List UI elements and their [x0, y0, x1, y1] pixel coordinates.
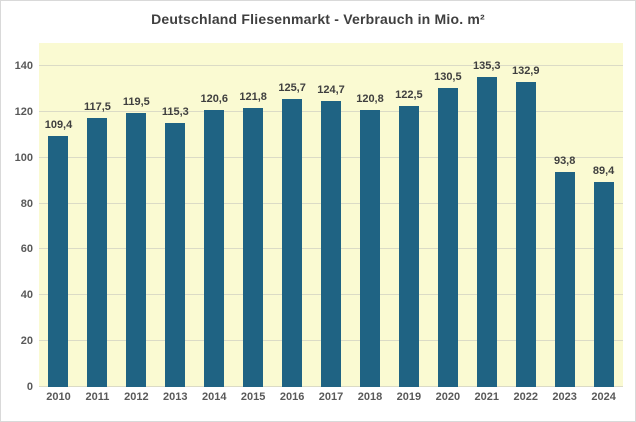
x-tick-label: 2017	[318, 391, 344, 403]
x-tick-label: 2014	[201, 391, 227, 403]
x-tick-label: 2018	[357, 391, 383, 403]
bar: 93,8	[554, 155, 575, 387]
bar-slot: 117,5	[78, 43, 117, 387]
x-axis: 2010 2011 2012 2013 2014 2015 2016 2017 2018 2019…	[39, 391, 623, 403]
bar-value-label: 93,8	[553, 154, 576, 167]
bar-slot: 115,3	[156, 43, 195, 387]
x-tick-label: 2013	[163, 391, 188, 403]
bar-slot: 89,4	[584, 43, 623, 387]
bar: 135,3	[473, 60, 501, 387]
x-tick-label: 2023	[552, 391, 577, 403]
x-tick-label: 2020	[435, 391, 461, 403]
bar-slot: 93,8	[545, 43, 584, 387]
bar: 120,6	[200, 93, 228, 387]
y-tick-label: 60	[20, 243, 33, 256]
bar-value-label: 89,4	[592, 164, 615, 177]
y-tick-label: 40	[20, 289, 33, 302]
bar: 124,7	[317, 84, 345, 387]
bar-slot: 125,7	[273, 43, 312, 387]
bar-value-label: 115,3	[161, 105, 189, 118]
bar: 117,5	[84, 101, 111, 387]
bar-value-label: 120,6	[200, 93, 228, 106]
bar-slot: 119,5	[117, 43, 156, 387]
bar-slot: 120,8	[351, 43, 390, 387]
bar: 120,8	[356, 93, 384, 387]
y-tick-label: 120	[14, 105, 33, 118]
bar-value-label: 124,7	[317, 84, 345, 97]
bar: 89,4	[593, 165, 614, 387]
bar-value-label: 130,5	[434, 70, 462, 83]
x-tick-label: 2015	[240, 391, 266, 403]
bar-value-label: 122,5	[395, 89, 423, 102]
y-tick-label: 0	[26, 381, 33, 393]
bar-value-label: 135,3	[473, 59, 501, 72]
x-tick-label: 2024	[591, 391, 616, 403]
bar-value-label: 109,4	[44, 119, 73, 132]
bar-slot: 135,3	[467, 43, 506, 387]
bar-value-label: 119,5	[122, 95, 150, 108]
bar-slot: 122,5	[389, 43, 428, 387]
x-tick-label: 2016	[279, 391, 305, 403]
bar-value-label: 117,5	[83, 100, 111, 113]
bar-slot: 132,9	[506, 43, 545, 387]
y-axis: 0 20 40 60 80 100 120 140	[1, 43, 33, 393]
bar: 130,5	[434, 71, 462, 387]
x-tick-label: 2019	[396, 391, 422, 403]
gridline	[39, 64, 623, 66]
y-tick-label: 20	[20, 335, 33, 348]
y-tick-label: 80	[20, 197, 33, 210]
plot-area: 109,4 117,5 119,5 115,3 120,6 121,8 125,7 124,7…	[39, 43, 623, 387]
bar: 132,9	[512, 65, 539, 387]
x-tick-label: 2021	[474, 391, 500, 403]
bar: 121,8	[239, 91, 267, 387]
bar: 125,7	[278, 82, 306, 387]
bar: 109,4	[45, 119, 72, 387]
y-tick-label: 140	[14, 59, 33, 72]
x-tick-label: 2012	[124, 391, 149, 403]
bar-slot: 109,4	[39, 43, 78, 387]
bar-value-label: 121,8	[239, 90, 267, 103]
bar: 119,5	[123, 96, 150, 387]
bar-value-label: 132,9	[511, 65, 540, 78]
x-tick-label: 2010	[46, 391, 71, 403]
bar: 115,3	[162, 106, 189, 387]
x-tick-label: 2022	[513, 391, 538, 403]
bar-value-label: 125,7	[278, 81, 306, 94]
bar-value-label: 120,8	[356, 92, 384, 105]
chart-title: Deutschland Fliesenmarkt - Verbrauch in …	[151, 11, 485, 27]
x-tick-label: 2011	[85, 391, 110, 403]
bar-slot: 120,6	[195, 43, 234, 387]
bar-slot: 121,8	[234, 43, 273, 387]
bar-slot: 130,5	[428, 43, 467, 387]
y-tick-label: 100	[14, 151, 33, 164]
bar-slot: 124,7	[312, 43, 351, 387]
bar: 122,5	[395, 89, 423, 387]
